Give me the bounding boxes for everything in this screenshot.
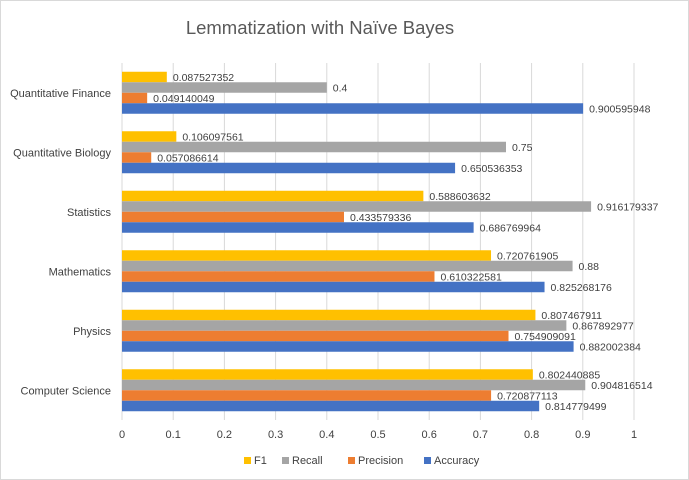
bar-recall (122, 201, 592, 212)
data-label: 0.904816514 (591, 380, 652, 392)
gridlines (121, 63, 635, 420)
chart-title: Lemmatization with Naïve Bayes (186, 17, 454, 38)
data-label: 0.650536353 (461, 163, 522, 175)
data-label: 0.4 (333, 83, 348, 95)
category-label: Physics (73, 326, 111, 338)
bar-accuracy (122, 222, 474, 233)
data-label: 0.588603632 (429, 191, 490, 203)
data-label: 0.916179337 (597, 202, 658, 214)
bar-precision (122, 152, 152, 163)
legend-label-accuracy: Accuracy (434, 455, 480, 467)
category-label: Quantitative Finance (10, 88, 111, 100)
x-tick-label: 0.9 (575, 429, 590, 441)
bar-f1 (122, 190, 424, 202)
category-label: Quantitative Biology (13, 147, 111, 159)
legend-label-precision: Precision (358, 455, 403, 467)
x-tick-label: 1 (631, 429, 637, 441)
data-label: 0.720761905 (497, 251, 558, 263)
x-tick-label: 0.5 (370, 429, 385, 441)
x-tick-label: 0.2 (217, 429, 232, 441)
category-axis: Computer Science Physics Mathematics Statis… (10, 88, 111, 398)
bar-recall (122, 141, 506, 153)
legend-swatch-accuracy (424, 457, 431, 464)
data-label: 0.75 (512, 142, 533, 154)
bar-accuracy (122, 103, 584, 114)
legend: F1 Recall Precision Accuracy (244, 455, 480, 467)
bar-precision (122, 271, 435, 282)
bar-precision (122, 211, 344, 223)
legend-swatch-recall (282, 457, 289, 464)
x-tick-label: 0.7 (473, 429, 488, 441)
bar-f1 (122, 369, 533, 380)
data-label: 0.900595948 (589, 104, 650, 116)
bar-recall (122, 320, 567, 331)
bar-f1 (122, 71, 167, 83)
bar-recall (122, 82, 327, 93)
x-tick-label: 0.8 (524, 429, 539, 441)
data-label: 0.087527352 (173, 72, 234, 84)
data-label: 0.610322581 (440, 272, 501, 284)
data-label: 0.882002384 (580, 342, 641, 354)
x-tick-label: 0.6 (422, 429, 437, 441)
x-tick-label: 0.4 (319, 429, 334, 441)
data-label: 0.057086614 (157, 153, 218, 165)
data-label: 0.433579336 (350, 212, 411, 224)
x-tick-label: 0.1 (166, 429, 181, 441)
bar-f1 (122, 250, 492, 261)
bar-accuracy (122, 281, 545, 293)
data-label: 0.88 (579, 261, 600, 273)
data-label: 0.814779499 (545, 401, 606, 413)
x-tick-label: 0 (119, 429, 125, 441)
legend-label-recall: Recall (292, 455, 323, 467)
bar-precision (122, 390, 492, 401)
bar-f1 (122, 131, 177, 142)
data-label: 0.049140049 (153, 93, 214, 105)
legend-label-f1: F1 (254, 455, 267, 467)
legend-swatch-f1 (244, 457, 251, 464)
bar-precision (122, 92, 148, 104)
data-label: 0.686769964 (480, 223, 541, 235)
bar-recall (122, 379, 586, 391)
value-axis: 0 0.1 0.2 0.3 0.4 0.5 0.6 0.7 0.8 0.9 1 (119, 429, 637, 441)
bar-accuracy (122, 341, 574, 352)
category-label: Mathematics (49, 266, 112, 278)
bar-accuracy (122, 162, 456, 174)
bar-f1 (122, 309, 536, 321)
data-label: 0.825268176 (551, 282, 612, 294)
x-tick-label: 0.3 (268, 429, 283, 441)
data-label: 0.802440885 (539, 370, 600, 382)
bar-precision (122, 330, 509, 342)
data-label: 0.720877113 (497, 391, 558, 403)
bars (122, 71, 592, 412)
category-label: Computer Science (21, 385, 112, 397)
bar-accuracy (122, 400, 540, 412)
data-label: 0.807467911 (541, 310, 602, 322)
data-label: 0.867892977 (572, 321, 633, 333)
bar-recall (122, 260, 573, 272)
category-label: Statistics (67, 207, 112, 219)
data-label: 0.106097561 (182, 132, 243, 144)
data-label: 0.754909091 (515, 331, 576, 343)
legend-swatch-precision (348, 457, 355, 464)
